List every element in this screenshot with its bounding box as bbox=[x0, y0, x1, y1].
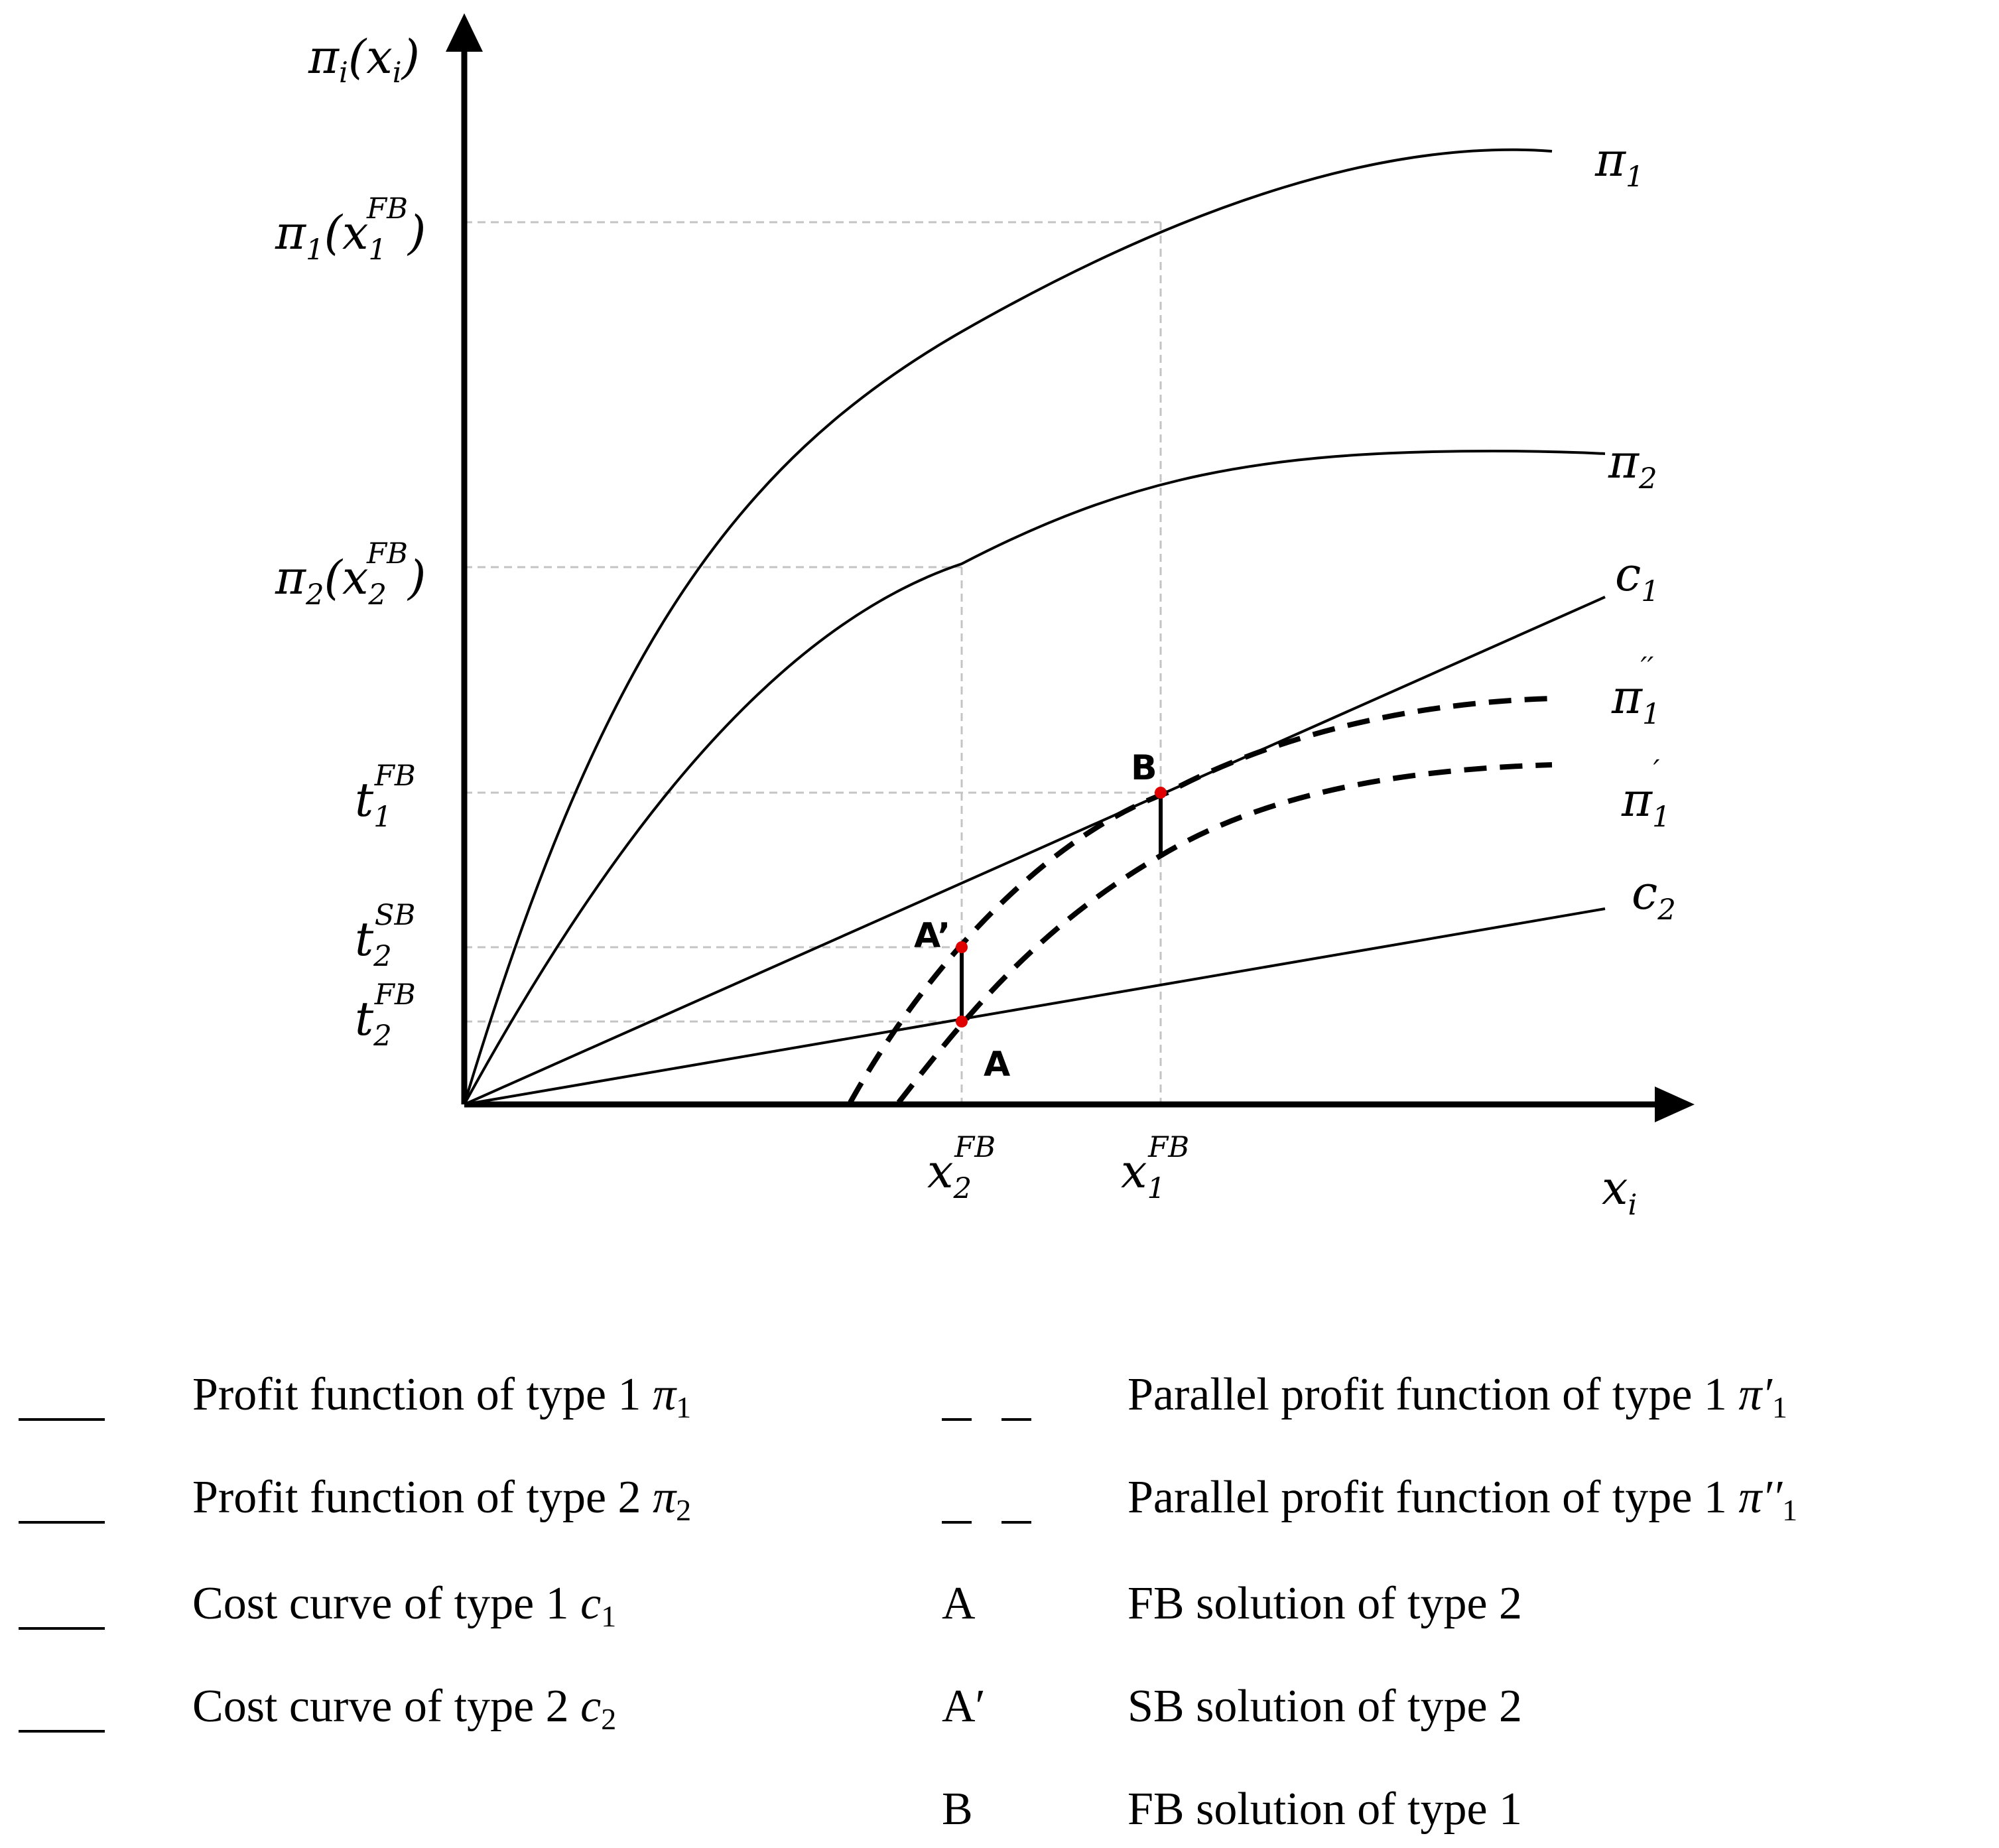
y-axis-label: πi(xi) bbox=[308, 30, 420, 90]
point-labels: A A’ B bbox=[914, 748, 1157, 1085]
x-tick-x2fb: x2FB bbox=[927, 1131, 996, 1205]
y-tick-t2sb: t2SB bbox=[355, 899, 415, 973]
legend-item-text: Profit function of type 1 π1 bbox=[192, 1369, 691, 1424]
legend-symbol: A bbox=[942, 1578, 976, 1629]
curve-label-pi1-double-prime: π1′′ bbox=[1611, 651, 1661, 731]
y-axis-arrow bbox=[446, 13, 483, 52]
axes bbox=[446, 13, 1695, 1122]
y-tick-t2fb: t2FB bbox=[355, 978, 416, 1053]
legend-item-pi1: Profit function of type 1 π1 bbox=[19, 1369, 691, 1424]
legend-item-c1: Cost curve of type 1 c1 bbox=[19, 1578, 616, 1633]
legend-item-Aprime: A′ SB solution of type 2 bbox=[942, 1681, 1522, 1732]
legend-item-text: Cost curve of type 2 c2 bbox=[192, 1681, 616, 1736]
curve-label-pi2: π2 bbox=[1608, 434, 1657, 495]
y-tick-t1fb: t1FB bbox=[355, 759, 416, 834]
legend-item-text: Parallel profit function of type 1 π′′1 bbox=[1128, 1472, 1797, 1527]
legend-item-text: FB solution of type 2 bbox=[1128, 1578, 1522, 1629]
legend-item-text: Parallel profit function of type 1 π′1 bbox=[1128, 1369, 1787, 1424]
x-tick-x1fb: x1FB bbox=[1121, 1131, 1189, 1205]
legend-item-pi2: Profit function of type 2 π2 bbox=[19, 1472, 691, 1527]
point-Aprime bbox=[956, 941, 968, 953]
y-tick-pi1-x1fb: π1(x1FB) bbox=[275, 192, 426, 267]
curves bbox=[463, 148, 1606, 1106]
y-tick-pi2-x2fb: π2(x2FB) bbox=[275, 537, 426, 612]
legend-symbol: B bbox=[942, 1784, 973, 1835]
curve-labels: π1 π2 c1 π1′′ π1′ c2 bbox=[1594, 133, 1676, 927]
points bbox=[956, 787, 1167, 1027]
legend-item-pi1-double-prime: Parallel profit function of type 1 π′′1 bbox=[942, 1472, 1797, 1527]
legend-item-text: Profit function of type 2 π2 bbox=[192, 1472, 691, 1527]
curve-label-pi1: π1 bbox=[1594, 133, 1644, 194]
point-label-B: B bbox=[1131, 748, 1157, 788]
x-axis-arrow bbox=[1655, 1087, 1695, 1122]
legend-item-pi1-prime: Parallel profit function of type 1 π′1 bbox=[942, 1369, 1787, 1424]
curve-pi1-double-prime bbox=[848, 696, 1553, 1104]
curve-label-c1: c1 bbox=[1615, 547, 1659, 608]
guide-lines bbox=[464, 221, 1162, 1104]
legend-item-A: A FB solution of type 2 bbox=[942, 1578, 1522, 1629]
point-A bbox=[956, 1016, 968, 1027]
point-label-Aprime: A’ bbox=[914, 916, 950, 956]
legend: Profit function of type 1 π1 Profit func… bbox=[19, 1369, 1797, 1835]
curve-label-pi1-prime: π1′ bbox=[1621, 754, 1671, 834]
x-axis-label: xi bbox=[1602, 1161, 1637, 1222]
curve-c2 bbox=[464, 907, 1606, 1106]
legend-item-text: SB solution of type 2 bbox=[1128, 1681, 1522, 1732]
point-label-A: A bbox=[984, 1045, 1010, 1085]
y-tick-labels: π1(x1FB) π2(x2FB) t1FB t2SB t2FB bbox=[275, 192, 426, 1053]
legend-left-column: Profit function of type 1 π1 Profit func… bbox=[19, 1369, 691, 1736]
curve-pi1 bbox=[463, 148, 1553, 1105]
curve-label-c2: c2 bbox=[1632, 866, 1676, 927]
dashed-curves bbox=[848, 696, 1553, 1104]
point-B bbox=[1155, 787, 1167, 799]
legend-item-text: Cost curve of type 1 c1 bbox=[192, 1578, 616, 1633]
x-tick-labels: x2FB x1FB bbox=[927, 1131, 1189, 1205]
curve-pi2 bbox=[463, 449, 1606, 1105]
legend-item-B: B FB solution of type 1 bbox=[942, 1784, 1522, 1835]
connectors bbox=[960, 795, 1163, 1020]
curve-c1 bbox=[464, 596, 1606, 1106]
legend-item-c2: Cost curve of type 2 c2 bbox=[19, 1681, 616, 1736]
legend-item-text: FB solution of type 1 bbox=[1128, 1784, 1522, 1835]
legend-right-column: Parallel profit function of type 1 π′1 P… bbox=[942, 1369, 1797, 1835]
legend-symbol: A′ bbox=[942, 1681, 986, 1732]
